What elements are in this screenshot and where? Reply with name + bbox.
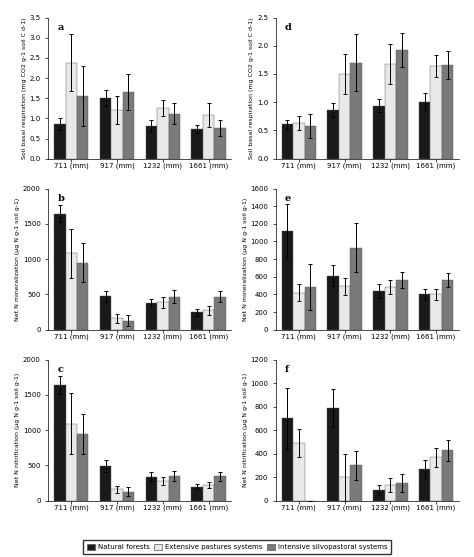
Bar: [169, 114, 180, 159]
Bar: [65, 253, 77, 330]
Bar: [396, 483, 408, 501]
Bar: [373, 490, 384, 501]
Bar: [419, 469, 430, 501]
Bar: [430, 66, 442, 159]
Bar: [282, 418, 293, 501]
Y-axis label: Net N mineralization (μg N g-1 soil g-1): Net N mineralization (μg N g-1 soil g-1): [243, 198, 247, 321]
Bar: [293, 292, 305, 330]
Bar: [77, 434, 89, 501]
Bar: [350, 63, 362, 159]
Bar: [123, 491, 134, 501]
Bar: [100, 98, 111, 159]
Bar: [339, 477, 350, 501]
Bar: [442, 450, 453, 501]
Bar: [328, 408, 339, 501]
Y-axis label: Net N nitrification (μg N g-1 soil g-1): Net N nitrification (μg N g-1 soil g-1): [243, 373, 247, 487]
Bar: [214, 128, 226, 159]
Bar: [305, 126, 316, 159]
Bar: [396, 50, 408, 159]
Bar: [203, 115, 214, 159]
Bar: [339, 74, 350, 159]
Text: c: c: [57, 365, 64, 374]
Bar: [54, 385, 65, 501]
Bar: [65, 63, 77, 159]
Bar: [293, 123, 305, 159]
Bar: [373, 291, 384, 330]
Bar: [419, 295, 430, 330]
Bar: [77, 96, 89, 159]
Bar: [191, 487, 203, 501]
Y-axis label: Soil basal respiration (mg CO2 g-1 soil C d-1): Soil basal respiration (mg CO2 g-1 soil …: [22, 17, 27, 159]
Bar: [123, 320, 134, 330]
Text: f: f: [285, 365, 289, 374]
Bar: [146, 125, 157, 159]
Bar: [169, 476, 180, 501]
Y-axis label: Soil basal respiration (mg CO2 g-1 soil C d-1): Soil basal respiration (mg CO2 g-1 soil …: [249, 17, 255, 159]
Bar: [54, 214, 65, 330]
Bar: [203, 310, 214, 330]
Bar: [191, 312, 203, 330]
Bar: [111, 110, 123, 159]
Bar: [111, 489, 123, 501]
Bar: [384, 287, 396, 330]
Y-axis label: Net N nitrification (μg N g-1 soil g-1): Net N nitrification (μg N g-1 soil g-1): [15, 373, 20, 487]
Bar: [384, 64, 396, 159]
Bar: [214, 476, 226, 501]
Bar: [350, 466, 362, 501]
Text: d: d: [285, 23, 292, 32]
Bar: [442, 65, 453, 159]
Bar: [373, 106, 384, 159]
Bar: [54, 124, 65, 159]
Bar: [157, 481, 169, 501]
Text: e: e: [285, 194, 292, 203]
Bar: [328, 110, 339, 159]
Bar: [339, 286, 350, 330]
Bar: [396, 280, 408, 330]
Legend: Natural forests, Extensive pastures systems, Intensive silvopastoral systems: Natural forests, Extensive pastures syst…: [83, 540, 391, 554]
Y-axis label: Net N mineralization (μg N g-1 soil g-1): Net N mineralization (μg N g-1 soil g-1): [15, 198, 20, 321]
Bar: [282, 231, 293, 330]
Bar: [146, 303, 157, 330]
Bar: [328, 276, 339, 330]
Bar: [350, 248, 362, 330]
Bar: [123, 92, 134, 159]
Bar: [305, 287, 316, 330]
Bar: [146, 477, 157, 501]
Bar: [430, 457, 442, 501]
Text: b: b: [57, 194, 64, 203]
Bar: [191, 129, 203, 159]
Bar: [65, 424, 77, 501]
Bar: [384, 485, 396, 501]
Bar: [169, 296, 180, 330]
Bar: [282, 124, 293, 159]
Bar: [100, 466, 111, 501]
Bar: [100, 296, 111, 330]
Bar: [293, 443, 305, 501]
Bar: [157, 302, 169, 330]
Bar: [430, 295, 442, 330]
Bar: [203, 485, 214, 501]
Bar: [111, 319, 123, 330]
Text: a: a: [57, 23, 64, 32]
Bar: [214, 296, 226, 330]
Bar: [157, 108, 169, 159]
Bar: [442, 280, 453, 330]
Bar: [77, 263, 89, 330]
Bar: [419, 101, 430, 159]
